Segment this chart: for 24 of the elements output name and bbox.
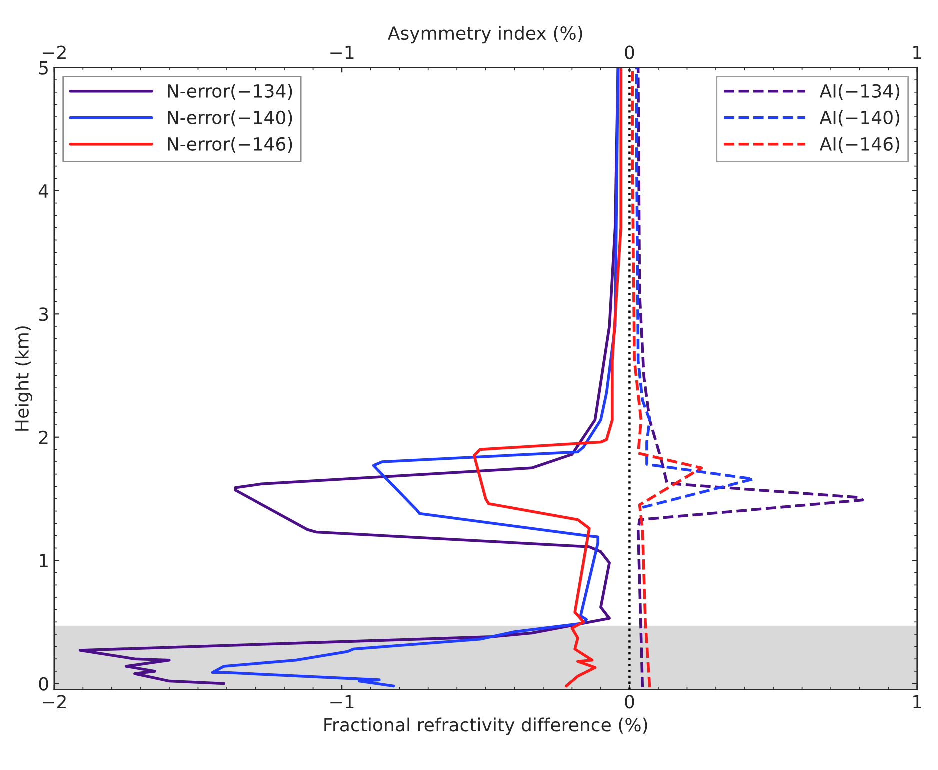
x2-tick-label: 0 (625, 46, 634, 60)
legend-label: AI(−140) (820, 110, 900, 127)
x-tick-label: 0 (625, 695, 634, 709)
x-tick-label: 1 (914, 695, 922, 708)
legend-label: N-error(−140) (168, 110, 292, 127)
y-tick-label: 1 (40, 554, 48, 568)
x2-tick-label: −1 (330, 46, 354, 60)
legend-label: AI(−134) (820, 84, 900, 100)
x2-axis-title: Asymmetry index (%) (388, 26, 582, 44)
y-tick-label: 2 (39, 430, 48, 444)
x-axis-title: Fractional refractivity difference (%) (324, 718, 648, 736)
legend-label: N-error(−134) (168, 84, 292, 100)
x-tick-label: −2 (43, 695, 66, 708)
y-tick-label: 4 (38, 184, 49, 198)
x2-tick-label: 1 (914, 46, 922, 60)
x2-tick-label: −2 (43, 46, 66, 60)
y-axis-title: Height (km) (15, 326, 32, 431)
y-tick-label: 3 (39, 308, 48, 322)
y-tick-label: 0 (39, 677, 48, 691)
y-tick-label: 5 (39, 61, 48, 75)
x-tick-label: −1 (330, 695, 354, 708)
legend-label: AI(−146) (820, 137, 900, 154)
legend-label: N-error(−146) (168, 137, 292, 154)
line-series (472, 68, 622, 688)
